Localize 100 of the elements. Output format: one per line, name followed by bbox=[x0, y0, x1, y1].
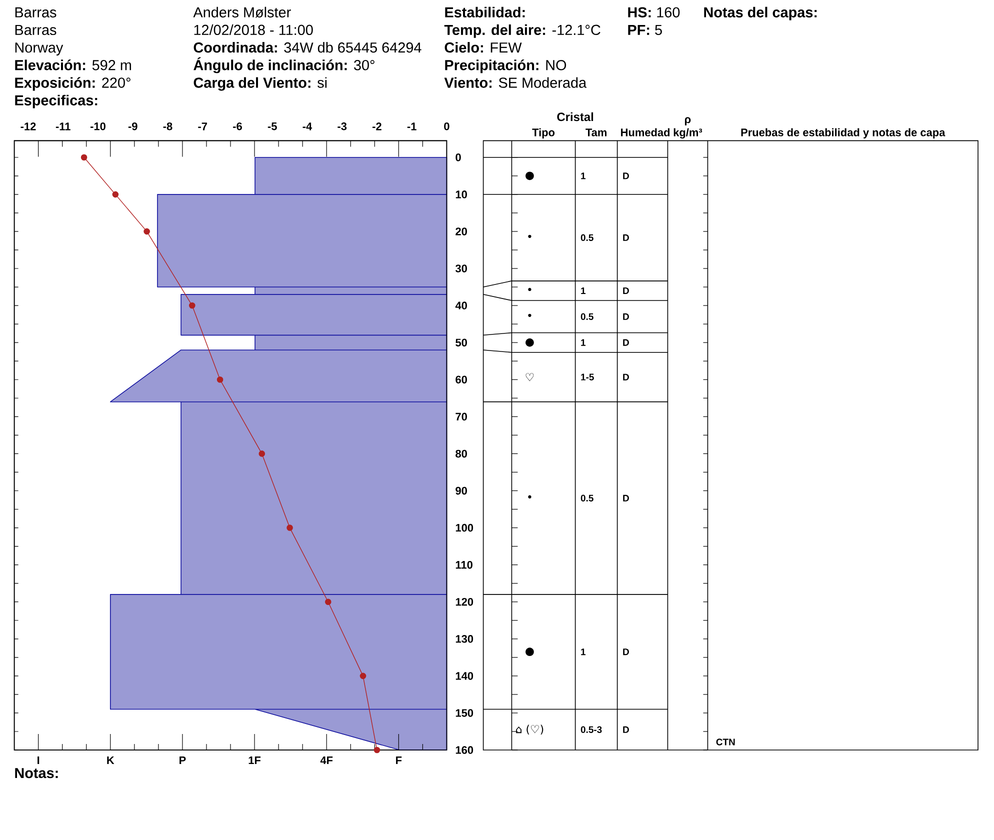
text: Notas: bbox=[15, 768, 58, 778]
text: ♡ bbox=[526, 373, 534, 382]
text: 0.5 bbox=[580, 313, 594, 320]
point bbox=[258, 450, 266, 457]
x-tick-label: -12 bbox=[20, 122, 36, 130]
y-tick-label: 140 bbox=[456, 672, 474, 680]
text: D bbox=[623, 313, 629, 320]
text: Estabilidad: bbox=[445, 6, 525, 18]
text: 0.5 bbox=[580, 234, 594, 242]
text: 12/02/2018 - 11:00 bbox=[194, 24, 313, 36]
text: Barras bbox=[15, 7, 56, 18]
point bbox=[286, 524, 293, 531]
x-tick-label: -10 bbox=[90, 122, 106, 130]
x-tick-label: -4 bbox=[302, 122, 312, 130]
text: Cristal bbox=[557, 112, 594, 122]
x-tick-label: -7 bbox=[198, 122, 207, 130]
text: Anders Mølster bbox=[193, 6, 291, 18]
y-tick-label: 20 bbox=[456, 228, 467, 236]
x-tick-label: -11 bbox=[56, 122, 70, 130]
y-tick-label: 120 bbox=[456, 598, 474, 606]
x-tick-label: -8 bbox=[163, 122, 172, 130]
y-tick-label: 150 bbox=[456, 709, 474, 717]
text: Ángulo de inclinación: 30° bbox=[194, 57, 374, 74]
text: Coordinada: 34W db 65445 64294 bbox=[194, 42, 422, 53]
y-tick-label: 90 bbox=[456, 486, 467, 495]
text: 0.5-3 bbox=[580, 726, 602, 733]
category-label: Tipo bbox=[532, 128, 555, 138]
text: Cielo: FEW bbox=[444, 42, 522, 53]
x-tick-label: -5 bbox=[268, 122, 277, 130]
text: • bbox=[528, 234, 532, 238]
point bbox=[188, 302, 196, 309]
text: PF: 5 bbox=[628, 24, 662, 36]
text: HS: 160 bbox=[628, 7, 680, 18]
text: 1 bbox=[581, 287, 586, 294]
y-tick-label: 60 bbox=[456, 376, 467, 384]
text: • bbox=[528, 495, 532, 498]
x-tick-label: -2 bbox=[372, 122, 382, 130]
text: Elevación: 592 m bbox=[15, 60, 131, 70]
x-tick-label: -1 bbox=[407, 122, 416, 130]
point bbox=[360, 672, 366, 680]
text: Precipitación: NO bbox=[445, 60, 566, 74]
category-label: Humedad bbox=[621, 128, 670, 136]
point bbox=[80, 154, 88, 161]
y-tick-label: 110 bbox=[456, 560, 472, 569]
text: Notas del capas: bbox=[704, 6, 817, 20]
text: F bbox=[396, 756, 402, 764]
y-tick-label: 30 bbox=[455, 264, 467, 272]
text: D bbox=[623, 494, 629, 502]
category-label: Pruebas de estabilidad y notas de capa bbox=[741, 128, 946, 138]
text: CTN bbox=[716, 738, 735, 746]
y-tick-label: 0 bbox=[456, 154, 461, 162]
text: ● bbox=[526, 172, 534, 180]
text: D bbox=[623, 339, 629, 346]
y-tick-label: 80 bbox=[456, 450, 467, 458]
y-tick-label: 70 bbox=[456, 412, 467, 421]
point bbox=[216, 376, 224, 383]
text: 0.5 bbox=[580, 494, 594, 502]
text: D bbox=[623, 648, 629, 656]
y-tick-label: 100 bbox=[456, 524, 474, 532]
text: 4F bbox=[320, 756, 333, 764]
text: Viento: SE Moderada bbox=[444, 77, 587, 88]
text: D bbox=[623, 374, 629, 380]
point bbox=[324, 598, 332, 606]
category-label: ρ kg/m³ bbox=[674, 117, 702, 139]
x-tick-label: -9 bbox=[128, 122, 138, 130]
text: Barras bbox=[15, 24, 56, 36]
y-tick-label: 40 bbox=[455, 302, 467, 310]
y-tick-label: 10 bbox=[456, 190, 467, 198]
point bbox=[374, 746, 380, 754]
text: ● bbox=[526, 338, 534, 347]
text: D bbox=[623, 234, 629, 241]
y-tick-label: 50 bbox=[456, 338, 467, 346]
text: Especificas: bbox=[15, 94, 98, 108]
text: Norway bbox=[15, 42, 64, 56]
text: 1 bbox=[581, 339, 586, 346]
point bbox=[144, 228, 150, 235]
text: 1 bbox=[581, 648, 586, 656]
text: ● bbox=[526, 648, 534, 656]
x-tick-label: -6 bbox=[233, 122, 242, 130]
text: D bbox=[623, 287, 629, 294]
text: Exposición: 220° bbox=[15, 77, 130, 91]
text: 1F bbox=[248, 756, 261, 764]
text: ⌂ (♡) bbox=[516, 724, 544, 735]
text: • bbox=[528, 288, 532, 292]
text: D bbox=[623, 726, 629, 733]
text: K bbox=[107, 756, 114, 764]
y-tick-label: 130 bbox=[456, 635, 474, 643]
text: D bbox=[623, 172, 629, 180]
text: P bbox=[180, 756, 186, 764]
text: • bbox=[528, 314, 532, 317]
text: 1-5 bbox=[581, 374, 594, 380]
text: Temp. del aire: -12.1°C bbox=[444, 24, 600, 38]
category-label: Tam bbox=[586, 128, 606, 136]
text: Carga del Viento: si bbox=[194, 77, 327, 91]
point bbox=[112, 191, 119, 198]
x-tick-label: 0 bbox=[444, 122, 450, 130]
x-tick-label: -3 bbox=[338, 122, 347, 130]
y-tick-label: 160 bbox=[456, 746, 474, 754]
text: I bbox=[38, 756, 40, 764]
text: 1 bbox=[581, 172, 586, 180]
